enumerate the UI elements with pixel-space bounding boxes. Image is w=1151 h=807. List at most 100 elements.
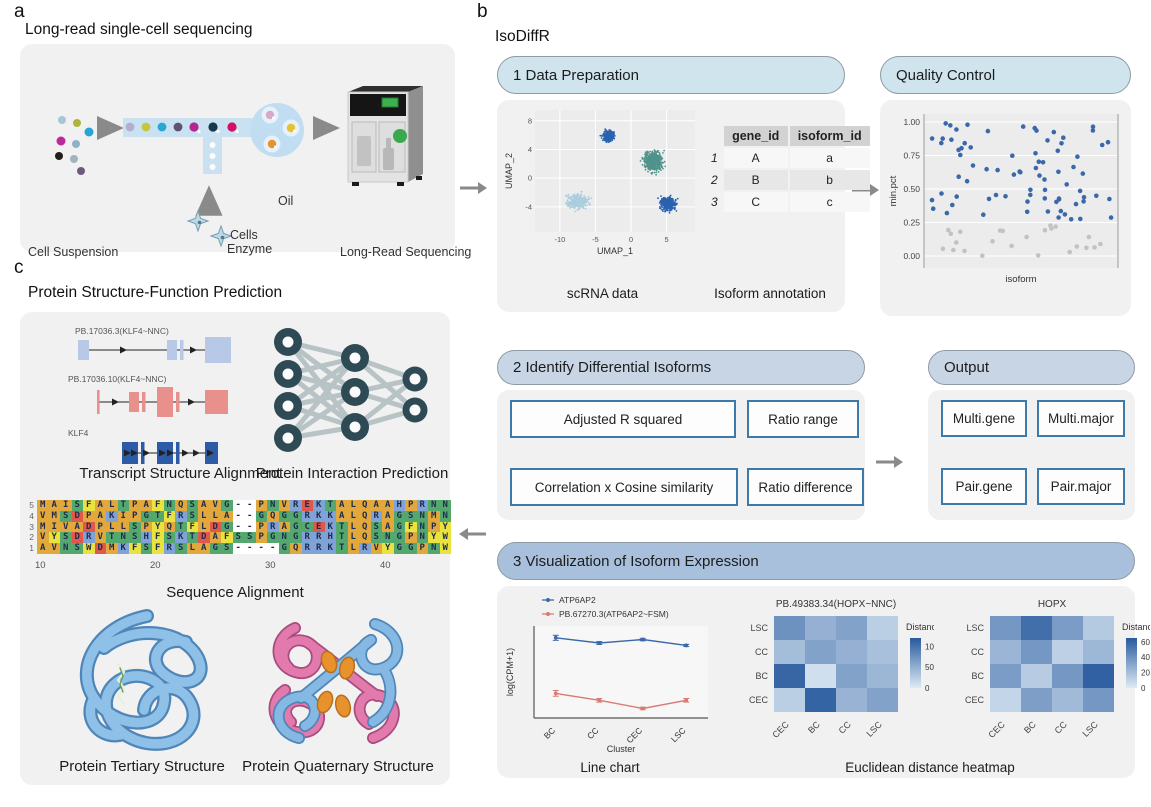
- scrna-caption: scRNA data: [566, 286, 639, 301]
- arrow-step2-to-output: [876, 456, 903, 468]
- transcript-3-label: KLF4: [68, 428, 89, 438]
- svg-text:HOPX: HOPX: [1038, 599, 1067, 610]
- helix-detail: [116, 662, 126, 706]
- svg-text:PB.67270.3(ATP6AP2~FSM): PB.67270.3(ATP6AP2~FSM): [559, 609, 669, 619]
- svg-text:CC: CC: [585, 725, 601, 741]
- alignment-position-tick: 20: [150, 560, 161, 571]
- alignment-position-tick: 30: [265, 560, 276, 571]
- output-header-pill: Output: [928, 350, 1135, 385]
- svg-text:CEC: CEC: [965, 695, 985, 705]
- svg-text:UMAP_1: UMAP_1: [597, 246, 633, 256]
- svg-text:PB.49383.34(HOPX~NNC): PB.49383.34(HOPX~NNC): [776, 599, 896, 610]
- svg-text:UMAP_2: UMAP_2: [504, 153, 514, 189]
- arrow-step3-to-c: [459, 528, 486, 540]
- step2-header-text: 2 Identify Differential Isoforms: [513, 359, 712, 376]
- output-multi-major: Multi.major: [1037, 400, 1125, 437]
- svg-text:200: 200: [1141, 669, 1150, 678]
- panel-a-label: a: [14, 1, 25, 22]
- transcript-1-label: PB.17036.3(KLF4~NNC): [75, 326, 169, 336]
- metric-ratio-range: Ratio range: [747, 400, 859, 438]
- enzyme-label: Enzyme: [227, 242, 273, 256]
- output-pair-major: Pair.major: [1037, 468, 1125, 505]
- svg-text:0: 0: [925, 684, 930, 693]
- droplet-encapsulated-cells: [261, 106, 300, 153]
- svg-text:50: 50: [925, 663, 934, 672]
- tertiary-caption: Protein Tertiary Structure: [59, 758, 225, 775]
- output-header-text: Output: [944, 359, 990, 376]
- table-header-gene-id: gene_id: [723, 126, 788, 146]
- svg-text:LSC: LSC: [966, 623, 984, 633]
- protein-tertiary-structure: [79, 609, 208, 751]
- line-chart-caption: Line chart: [580, 760, 640, 775]
- svg-text:CC: CC: [1053, 719, 1070, 736]
- svg-text:-5: -5: [592, 235, 599, 244]
- alignment-position-tick: 10: [35, 560, 46, 571]
- sequencer-machine: [347, 86, 423, 186]
- table-header-isoform-id: isoform_id: [789, 126, 870, 146]
- microfluidic-channel: [123, 103, 304, 174]
- cells-label: Cells: [230, 228, 258, 242]
- panel-a-title: Long-read single-cell sequencing: [25, 21, 253, 38]
- svg-text:CC: CC: [837, 719, 854, 736]
- svg-text:BC: BC: [971, 671, 984, 681]
- svg-text:-10: -10: [554, 235, 565, 244]
- svg-text:CEC: CEC: [624, 725, 644, 745]
- step1-header-pill: 1 Data Preparation: [497, 56, 845, 94]
- panel-c-title: Protein Structure-Function Prediction: [28, 284, 283, 301]
- transcript-1-track: [78, 337, 231, 363]
- svg-text:BC: BC: [542, 725, 557, 740]
- svg-text:0: 0: [1141, 684, 1146, 693]
- neural-network-diagram: [274, 328, 428, 452]
- svg-text:0: 0: [629, 235, 633, 244]
- umap-scatter-chart: 8 4 0 -4 -10 -5 0 5 UMAP_1 UMAP_2: [504, 110, 695, 256]
- svg-text:log(CPM+1): log(CPM+1): [505, 648, 515, 696]
- metric-adjusted-r-squared: Adjusted R squared: [510, 400, 736, 438]
- svg-text:BC: BC: [1022, 719, 1038, 735]
- panel-a-box: [20, 44, 455, 252]
- panel-b-title: IsoDiffR: [495, 28, 550, 45]
- table-row: 3 C c: [707, 192, 870, 212]
- svg-text:0.50: 0.50: [903, 184, 920, 194]
- svg-text:Distance: Distance: [1122, 622, 1150, 632]
- transcript-structure-diagram: PB.17036.3(KLF4~NNC) PB.17036.10(KLF4~NN…: [68, 326, 231, 464]
- single-cell-workflow-illustration: [55, 86, 423, 248]
- step2-header-pill: 2 Identify Differential Isoforms: [497, 350, 865, 385]
- svg-text:BC: BC: [755, 671, 768, 681]
- heatmap-caption: Euclidean distance heatmap: [845, 760, 1015, 775]
- alignment-caption: Sequence Alignment: [166, 584, 304, 601]
- cofactor-blobs: [316, 650, 356, 718]
- svg-text:CC: CC: [971, 647, 984, 657]
- svg-text:CEC: CEC: [770, 719, 791, 740]
- transcript-3-track: [122, 442, 218, 464]
- step3-header-pill: 3 Visualization of Isoform Expression: [497, 542, 1135, 580]
- metric-correlation-cosine: Correlation x Cosine similarity: [510, 468, 738, 506]
- svg-text:Distance: Distance: [906, 622, 934, 632]
- isoform-expression-line-chart: ATP6AP2 PB.67270.3(ATP6AP2~FSM) BC CC CEC LSC…: [505, 595, 708, 754]
- svg-text:0.25: 0.25: [903, 218, 920, 228]
- table-row: 1 A a: [707, 148, 870, 168]
- arrow-a-to-b: [460, 182, 487, 194]
- panel-b-label: b: [477, 1, 488, 22]
- svg-text:isoform: isoform: [1005, 274, 1036, 285]
- svg-text:CEC: CEC: [749, 695, 769, 705]
- protein-quaternary-structure: [268, 618, 404, 744]
- alignment-position-tick: 40: [380, 560, 391, 571]
- svg-text:8: 8: [528, 116, 532, 125]
- svg-text:ATP6AP2: ATP6AP2: [559, 595, 596, 605]
- step1-header-text: 1 Data Preparation: [513, 66, 639, 84]
- step3-header-text: 3 Visualization of Isoform Expression: [513, 552, 759, 570]
- heatmap-hopx: HOPX LSC CC BC CEC CEC BC CC LSC Distance 600 400 20…: [965, 599, 1150, 740]
- sequencer-screen: [381, 97, 399, 108]
- transcript-2-track: [97, 387, 228, 417]
- qc-header-pill: Quality Control: [880, 56, 1131, 94]
- long-read-sequencing-label: Long-Read Sequencing: [340, 245, 472, 259]
- isoform-annotation-table: gene_id isoform_id 1 A a 2 B b 3 C c: [705, 124, 872, 214]
- qc-scatter-chart: 1.00 0.75 0.50 0.25 0.00 isoform min.pct: [888, 114, 1119, 285]
- nn-caption: Protein Interaction Prediction: [255, 465, 449, 482]
- sequence-alignment-ticks: 10 20 30 40: [18, 560, 458, 574]
